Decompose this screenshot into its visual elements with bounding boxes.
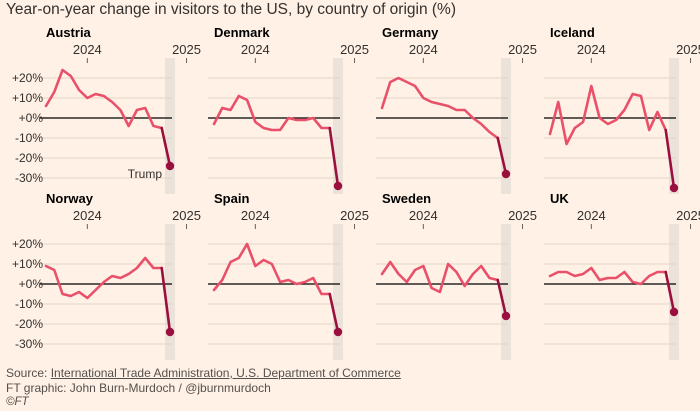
- y-tick-label: +20%: [12, 237, 43, 251]
- final-data-point: [333, 181, 343, 191]
- copyright-mark: ©FT: [6, 396, 29, 408]
- final-data-point: [165, 161, 175, 171]
- trump-segment: [496, 136, 508, 176]
- chart-title: Year-on-year change in visitors to the U…: [6, 1, 456, 18]
- annotation-trump: Trump: [128, 167, 163, 181]
- trump-period-band: [333, 224, 343, 360]
- trump-segment: [160, 266, 172, 334]
- final-data-point: [501, 311, 511, 321]
- panel-title: Austria: [46, 25, 92, 40]
- series-line: [380, 260, 500, 294]
- series-line: [548, 84, 668, 146]
- x-tick-label: 2024: [577, 208, 606, 223]
- x-tick-label: 2024: [241, 42, 270, 57]
- panel-title: Spain: [214, 191, 249, 206]
- panel-title: Denmark: [214, 25, 270, 40]
- trump-period-band: [669, 224, 679, 360]
- x-tick-label: 2025: [340, 42, 369, 57]
- x-tick-label: 2024: [73, 42, 102, 57]
- y-tick-label: -20%: [15, 151, 43, 165]
- trump-segment: [496, 278, 508, 318]
- panel-title: Iceland: [550, 25, 595, 40]
- trump-segment: [328, 292, 340, 334]
- source-prefix: Source:: [6, 366, 51, 380]
- final-data-point: [669, 307, 679, 317]
- y-tick-label: +0%: [19, 111, 44, 125]
- trump-period-band: [501, 224, 511, 360]
- trump-period-band: [669, 58, 679, 194]
- y-tick-label: -10%: [15, 297, 43, 311]
- trump-period-band: [333, 58, 343, 194]
- x-tick-label: 2025: [172, 42, 201, 57]
- trump-period-band: [165, 58, 175, 194]
- source-link[interactable]: International Trade Administration, U.S.…: [50, 366, 401, 380]
- trump-period-band: [501, 58, 511, 194]
- series-line: [380, 76, 500, 140]
- series-line: [44, 68, 164, 130]
- x-tick-label: 2024: [73, 208, 102, 223]
- x-tick-label: 2025: [508, 42, 537, 57]
- x-tick-label: 2025: [172, 208, 201, 223]
- series-line: [44, 256, 164, 300]
- x-tick-label: 2025: [508, 208, 537, 223]
- series-line: [548, 266, 668, 286]
- y-tick-label: +20%: [12, 71, 43, 85]
- trump-period-band: [165, 224, 175, 360]
- final-data-point: [669, 183, 679, 193]
- final-data-point: [165, 327, 175, 337]
- panel-title: Sweden: [382, 191, 431, 206]
- y-tick-label: -30%: [15, 337, 43, 351]
- trump-segment: [664, 128, 676, 190]
- x-tick-label: 2024: [241, 208, 270, 223]
- trump-segment: [328, 126, 340, 188]
- y-tick-label: +0%: [19, 277, 44, 291]
- y-tick-label: +10%: [12, 257, 43, 271]
- series-line: [212, 94, 332, 132]
- graphic-credit: FT graphic: John Burn-Murdoch / @jburnmu…: [6, 381, 271, 395]
- panel-title: Norway: [46, 191, 94, 206]
- source-note: Source: International Trade Administrati…: [6, 366, 401, 380]
- x-tick-label: 2025: [340, 208, 369, 223]
- x-tick-label: 2024: [409, 42, 438, 57]
- trump-segment: [664, 270, 676, 314]
- y-tick-label: -30%: [15, 171, 43, 185]
- y-tick-label: +10%: [12, 91, 43, 105]
- final-data-point: [501, 169, 511, 179]
- x-tick-label: 2025: [676, 208, 700, 223]
- x-tick-label: 2025: [676, 42, 700, 57]
- final-data-point: [333, 327, 343, 337]
- y-tick-label: -10%: [15, 131, 43, 145]
- series-line: [212, 242, 332, 296]
- x-tick-label: 2024: [577, 42, 606, 57]
- panel-title: UK: [550, 191, 569, 206]
- trump-segment: [160, 126, 172, 168]
- panel-title: Germany: [382, 25, 439, 40]
- y-tick-label: -20%: [15, 317, 43, 331]
- x-tick-label: 2024: [409, 208, 438, 223]
